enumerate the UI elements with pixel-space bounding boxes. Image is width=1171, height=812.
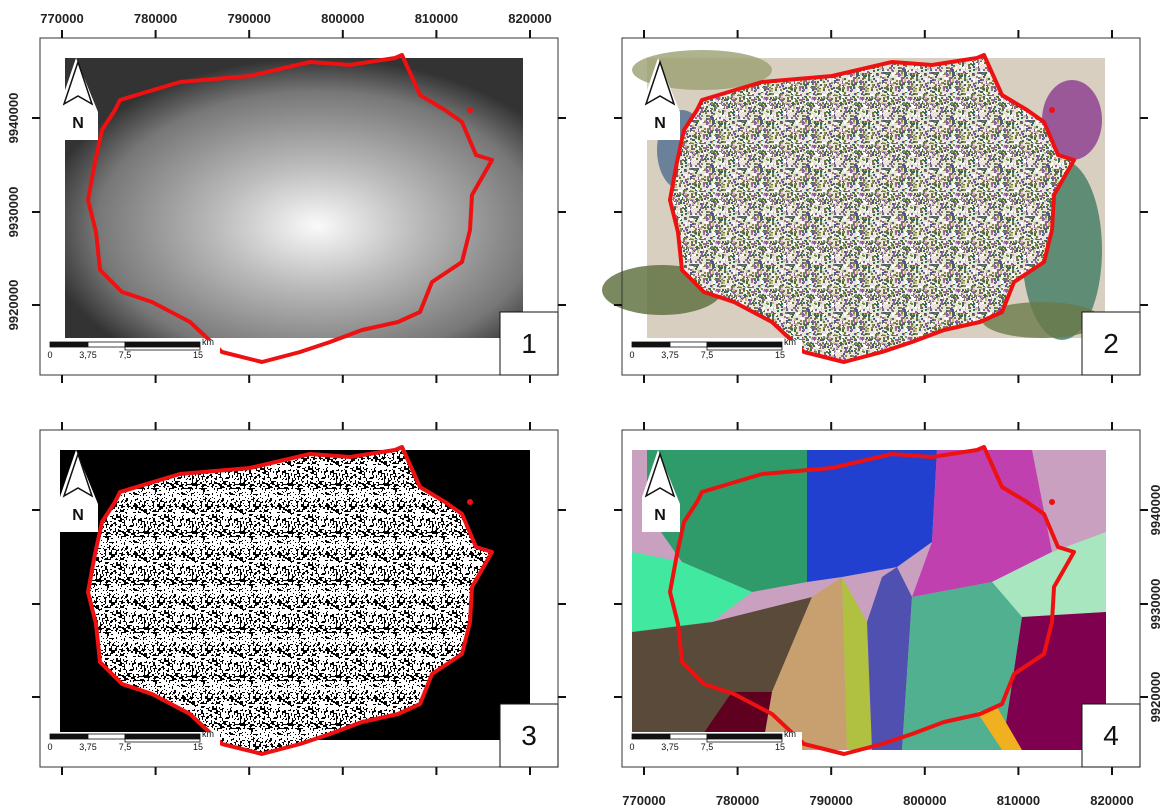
- map-panel: N 0 3,75 7,5 15 km 3: [32, 422, 566, 775]
- scale-bar-segment: [125, 739, 200, 742]
- scale-bar-segment: [125, 342, 200, 347]
- scale-bar-label: 0: [47, 742, 52, 752]
- scale-bar-segment: [707, 739, 782, 742]
- panel-number: 3: [521, 720, 537, 751]
- scale-bar-segment: [125, 347, 200, 350]
- panel-number: 1: [521, 328, 537, 359]
- outlet-point: [1049, 499, 1055, 505]
- scale-bar-segment: [670, 734, 707, 739]
- north-label: N: [654, 507, 666, 524]
- x-tick-label: 820000: [1090, 793, 1133, 808]
- scale-bar-label: km: [202, 337, 214, 347]
- scale-bar-label: 3,75: [79, 350, 97, 360]
- y-tick-label: 9930000: [1148, 579, 1163, 630]
- map-panels: N 0 3,75 7,5 15 km 1 N 0 3,75 7,5 15 km 2 N 0 3,75 7,5 15 k…: [6, 11, 1163, 808]
- scale-bar-label: 0: [629, 350, 634, 360]
- scale-bar-segment: [632, 342, 670, 347]
- x-tick-label: 800000: [321, 11, 364, 26]
- map-panel: N 0 3,75 7,5 15 km 2: [602, 30, 1148, 383]
- scale-bar-label: km: [202, 729, 214, 739]
- outlet-point: [1049, 107, 1055, 113]
- scale-bar-segment: [632, 734, 670, 739]
- scale-bar-label: 3,75: [661, 350, 679, 360]
- y-tick-label: 9940000: [6, 93, 21, 144]
- x-tick-label: 800000: [903, 793, 946, 808]
- north-label: N: [72, 115, 84, 132]
- x-tick-label: 770000: [622, 793, 665, 808]
- scale-bar-label: 0: [629, 742, 634, 752]
- scale-bar-label: 15: [775, 742, 785, 752]
- scale-bar-label: 15: [193, 350, 203, 360]
- y-tick-label: 9920000: [1148, 672, 1163, 723]
- outlet-point: [467, 107, 473, 113]
- outlet-point: [467, 499, 473, 505]
- scale-bar-label: 7,5: [119, 350, 132, 360]
- scale-bar-label: 3,75: [79, 742, 97, 752]
- scale-bar-label: 3,75: [661, 742, 679, 752]
- scale-bar-label: km: [784, 337, 796, 347]
- y-tick-label: 9930000: [6, 187, 21, 238]
- x-tick-label: 790000: [810, 793, 853, 808]
- y-tick-label: 9920000: [6, 280, 21, 331]
- north-label: N: [654, 115, 666, 132]
- scale-bar-segment: [125, 734, 200, 739]
- scale-bar-segment: [707, 342, 782, 347]
- north-label: N: [72, 507, 84, 524]
- x-tick-label: 780000: [716, 793, 759, 808]
- scale-bar-segment: [670, 342, 707, 347]
- scale-bar-label: 15: [193, 742, 203, 752]
- x-tick-label: 780000: [134, 11, 177, 26]
- x-tick-label: 810000: [415, 11, 458, 26]
- scale-bar-label: 15: [775, 350, 785, 360]
- map-panel: N 0 3,75 7,5 15 km 1: [32, 30, 566, 383]
- panel-number: 4: [1103, 720, 1119, 751]
- x-tick-label: 770000: [40, 11, 83, 26]
- scale-bar-label: 7,5: [701, 350, 714, 360]
- scale-bar-segment: [50, 342, 88, 347]
- scale-bar-segment: [88, 342, 125, 347]
- x-tick-label: 790000: [228, 11, 271, 26]
- scale-bar-segment: [50, 734, 88, 739]
- scale-bar-label: 0: [47, 350, 52, 360]
- map-panel: N 0 3,75 7,5 15 km 4: [614, 422, 1148, 775]
- scale-bar-segment: [707, 347, 782, 350]
- x-tick-label: 820000: [508, 11, 551, 26]
- panel-number: 2: [1103, 328, 1119, 359]
- figure: N 0 3,75 7,5 15 km 1 N 0 3,75 7,5 15 km 2 N 0 3,75 7,5 15 k…: [0, 0, 1171, 812]
- scale-bar-segment: [707, 734, 782, 739]
- y-tick-label: 9940000: [1148, 485, 1163, 536]
- scale-bar-label: 7,5: [701, 742, 714, 752]
- scale-bar-label: km: [784, 729, 796, 739]
- scale-bar-label: 7,5: [119, 742, 132, 752]
- x-tick-label: 810000: [997, 793, 1040, 808]
- scale-bar-segment: [88, 734, 125, 739]
